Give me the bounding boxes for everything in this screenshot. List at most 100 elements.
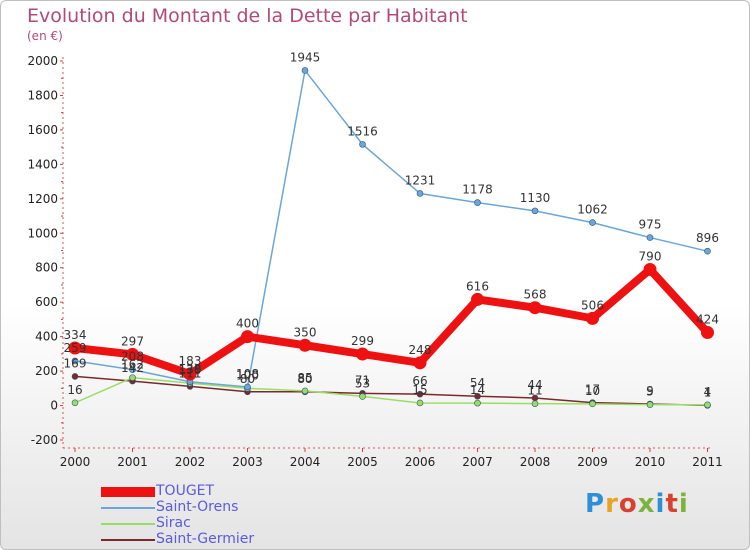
data-label: 1231	[405, 173, 436, 187]
data-point	[589, 219, 596, 226]
x-tick-label: 2004	[290, 455, 321, 469]
data-label: 71	[355, 373, 370, 387]
data-label: 138	[179, 362, 202, 376]
legend-swatch	[101, 516, 155, 532]
data-point	[359, 393, 366, 400]
data-label: 424	[696, 313, 719, 327]
data-point	[416, 390, 424, 398]
y-tick-label: 0	[50, 399, 58, 413]
data-point	[701, 326, 714, 340]
data-label: 80	[297, 372, 312, 386]
data-label: 1	[704, 385, 712, 399]
data-label: 1516	[347, 124, 378, 138]
data-point	[129, 366, 136, 374]
x-tick-label: 2007	[462, 455, 493, 469]
data-point	[71, 373, 79, 380]
data-label: 16	[67, 383, 82, 397]
data-label: 44	[527, 378, 542, 392]
data-point	[359, 141, 366, 148]
data-point	[589, 400, 596, 408]
data-point	[413, 356, 427, 370]
data-label: 9	[646, 384, 654, 398]
data-label: 66	[412, 374, 427, 388]
legend-swatch	[101, 532, 155, 548]
data-label: 142	[121, 361, 144, 375]
data-point	[301, 67, 309, 74]
x-tick-label: 2005	[347, 455, 378, 469]
data-label: 53	[355, 376, 370, 390]
x-tick-label: 2008	[520, 455, 551, 469]
data-point	[704, 247, 711, 255]
y-tick-label: 1400	[27, 157, 58, 171]
data-label: 568	[524, 288, 547, 302]
data-label: 5	[646, 385, 654, 399]
data-point	[474, 199, 481, 206]
x-tick-label: 2009	[577, 455, 608, 469]
data-label: 15	[412, 383, 427, 397]
data-point	[356, 347, 369, 361]
logo-letter: x	[637, 489, 656, 519]
y-tick-label: 400	[35, 330, 58, 344]
data-label: 111	[179, 366, 202, 380]
data-label: 259	[64, 341, 87, 355]
data-point	[298, 338, 312, 352]
data-point	[646, 401, 654, 408]
series-line-touget	[71, 265, 712, 379]
data-label: 334	[64, 328, 87, 342]
data-label: 1062	[577, 203, 608, 217]
data-label: 248	[409, 343, 432, 357]
y-tick-label: -200	[31, 433, 58, 447]
data-label: 11	[527, 384, 542, 398]
data-point	[586, 311, 599, 325]
logo-letter: P	[585, 489, 606, 519]
data-point	[646, 234, 654, 241]
x-tick-label: 2010	[635, 455, 666, 469]
y-tick-label: 1600	[27, 123, 58, 137]
y-tick-label: 600	[35, 295, 58, 309]
proxiti-logo: Proxiti	[585, 489, 689, 519]
data-label: 208	[121, 350, 144, 364]
data-label: 790	[639, 249, 662, 263]
data-point	[129, 374, 136, 381]
x-tick-label: 2003	[232, 455, 263, 469]
data-label: 54	[470, 376, 485, 390]
series-lines	[68, 67, 714, 409]
series-line-saint-orens	[74, 69, 709, 388]
data-label: 299	[351, 334, 374, 348]
data-label: 14	[470, 383, 485, 397]
data-labels: 334 297 183 400 350 299 248 616 568 506 790 424 259 2…	[64, 50, 719, 399]
data-label: 100	[236, 368, 259, 382]
legend-swatch	[101, 484, 155, 500]
data-point	[71, 399, 79, 407]
data-point	[301, 387, 309, 395]
y-tick-label: 2000	[27, 54, 58, 68]
logo-letter: i	[678, 489, 689, 519]
x-tick-label: 2011	[692, 455, 723, 469]
x-tick-label: 2002	[175, 455, 206, 469]
legend-label: Saint-Germier	[156, 531, 255, 547]
data-point	[183, 367, 197, 381]
x-tick-label: 2000	[60, 455, 91, 469]
chart-subtitle: (en €)	[27, 29, 63, 43]
logo-letter: i	[655, 489, 666, 519]
legend-label: Saint-Orens	[156, 499, 239, 515]
data-label: 400	[236, 317, 259, 331]
data-label: 975	[639, 218, 662, 232]
data-point	[71, 357, 79, 365]
data-point	[244, 383, 251, 391]
data-label: 169	[64, 356, 87, 370]
data-point	[531, 400, 539, 407]
data-point	[474, 392, 481, 400]
data-label: 80	[240, 372, 255, 386]
data-label: 10	[585, 384, 600, 398]
data-point	[528, 301, 542, 315]
legend-label: TOUGET	[156, 483, 215, 499]
data-label: 297	[121, 334, 144, 348]
y-tick-label: 200	[35, 364, 58, 378]
data-label: 1178	[462, 183, 493, 197]
data-label: 162	[121, 358, 144, 372]
data-label: 1945	[290, 50, 321, 64]
data-label: 896	[696, 231, 719, 245]
data-point	[241, 330, 254, 344]
logo-letter: o	[618, 489, 638, 519]
